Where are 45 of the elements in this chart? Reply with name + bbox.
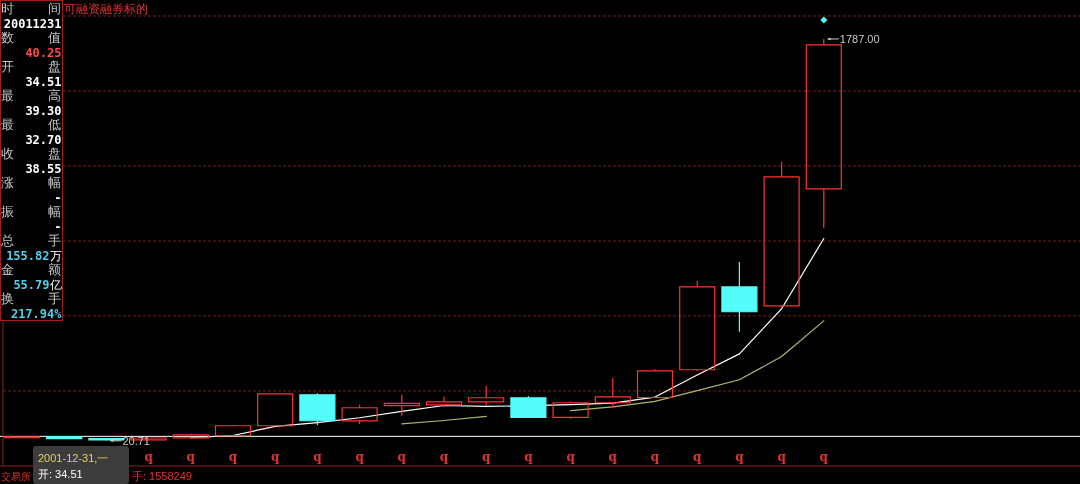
annotation: 振幅 <box>1 204 61 219</box>
annotation: 换手 <box>1 291 61 306</box>
annotation: 20011231 <box>3 16 62 31</box>
x-tick-label: q <box>819 450 829 464</box>
annotation: - <box>54 219 62 234</box>
annotation: 155.82万 <box>6 248 62 263</box>
annotation: 40.25 <box>25 45 62 60</box>
x-tick-label: q <box>566 450 576 464</box>
x-tick-label: q <box>735 450 745 464</box>
x-tick-label: q <box>228 450 238 464</box>
annotation: 34.51 <box>25 74 62 89</box>
x-tick-label: q <box>397 450 407 464</box>
annotation: 开盘 <box>1 59 61 74</box>
annotation: 38.55 <box>25 161 62 176</box>
annotation: 55.79亿 <box>13 277 62 292</box>
text: 时间 <box>1 1 61 16</box>
x-tick-label: q <box>355 450 365 464</box>
annotation: 1787.00 <box>839 32 880 45</box>
x-tick-label: q <box>439 450 449 464</box>
annotation: 数值 <box>1 30 61 45</box>
x-tick-label: q <box>313 450 323 464</box>
x-tick-label: q <box>693 450 702 464</box>
x-tick-label: q <box>186 450 196 464</box>
chart-title: 可融资融券标的 <box>64 2 148 16</box>
annotation: 收盘 <box>1 146 61 161</box>
annotation: 2001-12-31,一 <box>38 452 109 464</box>
text: 手: 1558249 <box>132 470 192 482</box>
x-tick-label: q <box>271 450 280 464</box>
annotation: 217.94% <box>10 306 63 321</box>
annotation: 涨幅 <box>1 175 61 190</box>
x-tick-label: q <box>608 450 618 464</box>
annotation: - <box>54 190 62 205</box>
x-tick-label: q <box>650 450 660 464</box>
annotation: 32.70 <box>25 132 62 147</box>
annotation: 总手 <box>0 233 61 248</box>
annotation: 最低 <box>1 117 61 132</box>
annotation: 39.30 <box>25 103 62 118</box>
annotation: 最高 <box>1 88 61 103</box>
x-tick-label: q <box>144 450 154 464</box>
x-tick-label: q <box>482 450 491 464</box>
x-tick-label: q <box>524 450 534 464</box>
tooltip: 2001-12-31,一 开: 34.51 <box>33 446 129 484</box>
text: 交易所 <box>1 471 31 482</box>
annotation: 金额 <box>1 262 61 277</box>
x-tick-label: q <box>777 450 787 464</box>
